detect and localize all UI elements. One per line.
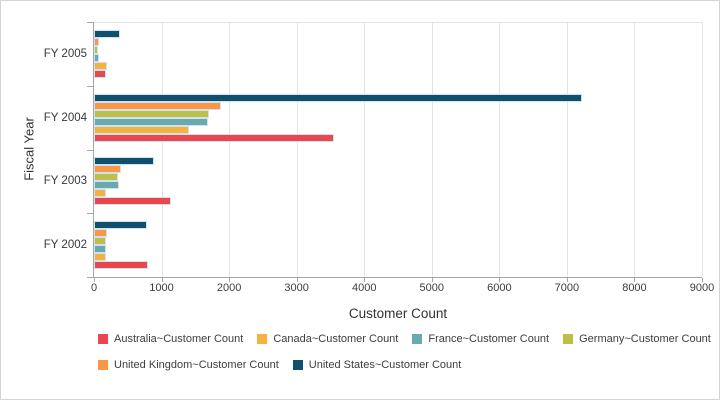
y-tick-0 (87, 22, 93, 23)
legend-swatch-icon (98, 360, 108, 370)
bar-fy-2002-canada[interactable] (94, 253, 106, 262)
legend-swatch-icon (257, 334, 268, 344)
x-tick-label-3000: 3000 (284, 282, 309, 294)
legend-label: United States~Customer Count (308, 359, 462, 371)
bar-fy-2003-france[interactable] (94, 181, 120, 190)
bar-fy-2004-france[interactable] (94, 117, 209, 126)
bar-fy-2005-united-kingdom[interactable] (94, 37, 100, 46)
bar-fy-2003-canada[interactable] (94, 189, 107, 198)
x-tick-label-0: 0 (90, 282, 98, 294)
legend-label: Australia~Customer Count (114, 333, 244, 345)
bar-fy-2004-united-kingdom[interactable] (94, 101, 221, 110)
bar-fy-2002-australia[interactable] (94, 261, 148, 270)
legend: Australia~Customer Count Canada~Customer … (98, 332, 719, 384)
legend-swatch-icon (292, 360, 303, 370)
bar-fy-2002-france[interactable] (94, 245, 106, 254)
y-category-label-fy-2005: FY 2005 (43, 47, 87, 60)
legend-item-united-kingdom[interactable]: United Kingdom~Customer Count (98, 359, 279, 371)
bar-group-fy-2003 (94, 150, 702, 214)
gridline-4000 (364, 22, 366, 277)
x-tick-1000 (161, 278, 163, 282)
legend-swatch-icon (98, 334, 108, 344)
x-tick-4000 (364, 278, 366, 282)
legend-row-2: United Kingdom~Customer Count United Stat… (98, 358, 719, 372)
legend-label: Germany~Customer Count (579, 333, 711, 345)
x-tick-label-9000: 9000 (689, 282, 715, 294)
gridline-8000 (634, 22, 636, 277)
x-tick-label-8000: 8000 (622, 282, 647, 294)
bar-fy-2002-united-kingdom[interactable] (94, 229, 108, 238)
bar-fy-2004-canada[interactable] (94, 125, 190, 134)
y-tick-4 (87, 277, 93, 278)
y-category-label-fy-2003: FY 2003 (43, 175, 87, 188)
gridline-2000 (229, 22, 231, 277)
gridline-7000 (566, 22, 568, 277)
y-tick-1 (87, 85, 93, 87)
x-axis-title: Customer Count (348, 306, 448, 321)
x-tick-label-5000: 5000 (419, 282, 445, 294)
gridline-9000 (702, 22, 703, 277)
x-tick-5000 (431, 278, 433, 282)
bar-fy-2005-germany[interactable] (94, 45, 99, 54)
bar-group-fy-2004 (94, 86, 702, 150)
legend-item-germany[interactable]: Germany~Customer Count (563, 333, 711, 345)
legend-label: Canada~Customer Count (273, 333, 399, 345)
x-axis-tick-labels: 0 1000 2000 3000 4000 5000 6000 7000 8000 9000 (90, 282, 714, 295)
y-category-label-fy-2002: FY 2002 (43, 239, 87, 252)
legend-item-australia[interactable]: Australia~Customer Count (98, 333, 243, 345)
plot-top-border (94, 22, 702, 23)
y-axis-line (93, 22, 94, 277)
bar-fy-2004-australia[interactable] (94, 133, 334, 142)
gridline-1000 (161, 22, 163, 277)
y-tick-2 (87, 149, 93, 151)
bar-group-fy-2005 (94, 22, 702, 86)
x-tick-2000 (229, 278, 231, 282)
legend-label: United Kingdom~Customer Count (114, 359, 279, 371)
bar-fy-2005-canada[interactable] (94, 61, 108, 70)
bar-fy-2005-australia[interactable] (94, 69, 107, 78)
legend-swatch-icon (563, 334, 574, 344)
x-tick-0 (94, 278, 95, 282)
x-tick-9000 (702, 278, 703, 282)
legend-swatch-icon (412, 334, 423, 344)
y-tick-3 (87, 213, 93, 215)
x-tick-7000 (566, 278, 568, 282)
x-tick-label-6000: 6000 (487, 282, 512, 294)
x-tick-label-4000: 4000 (351, 282, 377, 294)
gridline-6000 (499, 22, 501, 277)
legend-label: France~Customer Count (428, 333, 550, 345)
y-category-label-fy-2004: FY 2004 (43, 111, 87, 124)
bar-fy-2002-united-states[interactable] (94, 221, 147, 230)
x-tick-3000 (296, 278, 298, 282)
legend-item-canada[interactable]: Canada~Customer Count (257, 333, 398, 345)
x-tick-label-7000: 7000 (554, 282, 580, 294)
plot-area (87, 22, 703, 282)
legend-item-france[interactable]: France~Customer Count (412, 333, 549, 345)
x-tick-6000 (499, 278, 501, 282)
bar-fy-2004-germany[interactable] (94, 109, 209, 118)
x-tick-8000 (634, 278, 636, 282)
bar-fy-2003-united-states[interactable] (94, 157, 154, 166)
legend-item-united-states[interactable]: United States~Customer Count (292, 359, 462, 371)
y-axis-title: Fiscal Year (21, 117, 37, 181)
gridline-3000 (296, 22, 298, 277)
x-tick-label-2000: 2000 (216, 282, 242, 294)
bar-fy-2005-france[interactable] (94, 53, 99, 62)
gridline-5000 (431, 22, 433, 277)
bar-group-fy-2002 (94, 213, 702, 277)
bar-fy-2004-united-states[interactable] (94, 93, 582, 102)
bar-fy-2003-australia[interactable] (94, 197, 171, 206)
bar-fy-2003-united-kingdom[interactable] (94, 165, 122, 174)
x-tick-label-1000: 1000 (149, 282, 174, 294)
legend-row-1: Australia~Customer Count Canada~Customer … (98, 332, 719, 346)
bar-fy-2003-germany[interactable] (94, 173, 118, 182)
x-axis-line (93, 277, 702, 278)
bar-fy-2005-united-states[interactable] (94, 29, 120, 38)
bar-fy-2002-germany[interactable] (94, 237, 107, 246)
